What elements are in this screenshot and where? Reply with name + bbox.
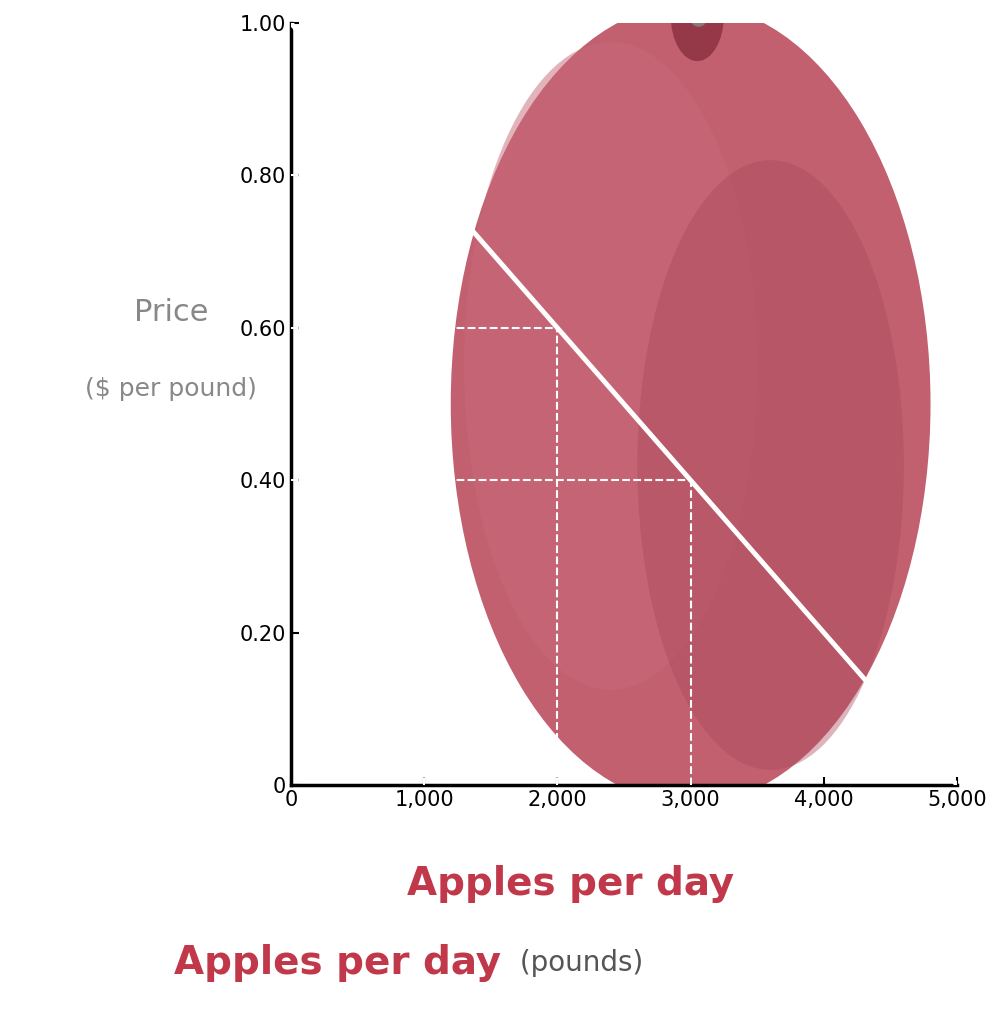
Ellipse shape xyxy=(686,0,710,27)
Ellipse shape xyxy=(683,0,765,1024)
Ellipse shape xyxy=(670,0,724,61)
Text: ($ per pound): ($ per pound) xyxy=(85,377,257,400)
Text: Apples per day: Apples per day xyxy=(174,943,501,982)
Text: Apples per day: Apples per day xyxy=(407,865,734,903)
Ellipse shape xyxy=(451,4,931,804)
Text: Price: Price xyxy=(133,298,208,327)
Ellipse shape xyxy=(637,160,904,770)
Text: Apples per day: Apples per day xyxy=(394,865,720,903)
Text: Apples per day (pounds): Apples per day (pounds) xyxy=(303,865,840,903)
Ellipse shape xyxy=(464,42,758,690)
Text: (pounds): (pounds) xyxy=(511,948,643,977)
